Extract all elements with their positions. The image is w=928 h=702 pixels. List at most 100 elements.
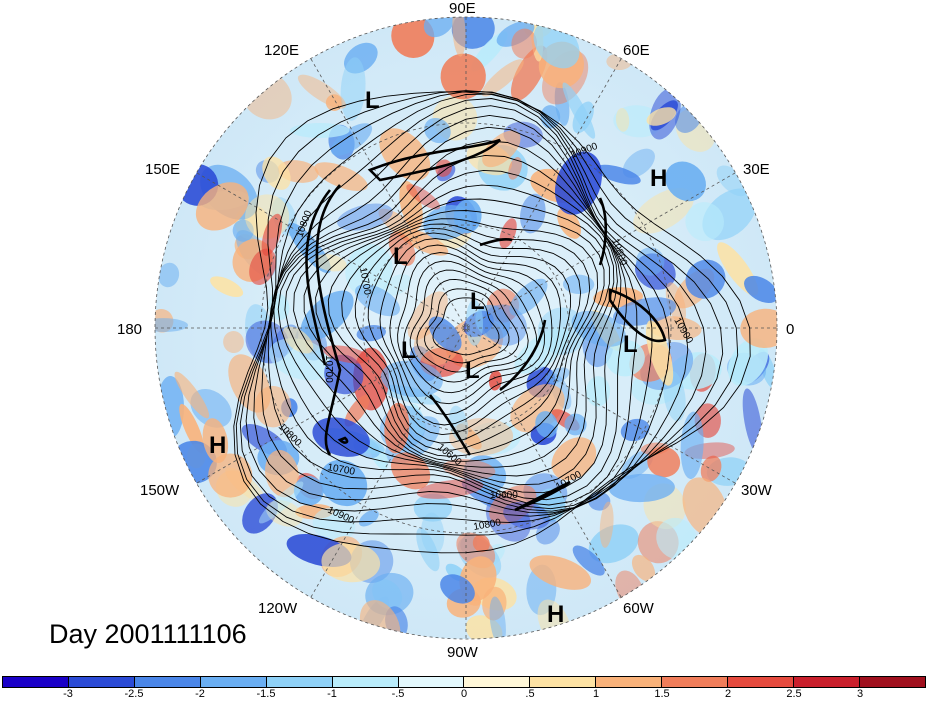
lon-label-150w: 150W bbox=[140, 482, 180, 499]
contour-label: 10600 bbox=[490, 490, 518, 501]
height-contour bbox=[409, 269, 529, 383]
colorbar-bin bbox=[794, 677, 860, 687]
anomaly-blob bbox=[282, 326, 314, 354]
anomaly-blob bbox=[269, 338, 333, 381]
anomaly-blob bbox=[293, 475, 324, 506]
anomaly-blob bbox=[174, 371, 210, 419]
height-contour bbox=[432, 297, 500, 356]
anomaly-blob bbox=[330, 123, 373, 156]
anomaly-blob bbox=[355, 284, 400, 317]
anomaly-blob bbox=[245, 304, 276, 363]
colorbar-tick-label: 1 bbox=[592, 688, 600, 700]
anomaly-blob bbox=[475, 304, 511, 340]
low-center: L bbox=[465, 357, 480, 384]
anomaly-blob bbox=[390, 452, 431, 490]
anomaly-blob bbox=[321, 542, 381, 583]
colorbar-tick-label: -3 bbox=[63, 688, 73, 700]
anomaly-blob bbox=[210, 276, 244, 298]
low-center: L bbox=[365, 87, 380, 114]
colorbar-tick-label: 0 bbox=[460, 688, 468, 700]
anomaly-blob bbox=[586, 376, 611, 407]
colorbar-tick-label: -2 bbox=[195, 688, 205, 700]
height-contour bbox=[284, 169, 618, 486]
height-contour bbox=[303, 198, 610, 468]
low-center: L bbox=[393, 243, 408, 270]
anomaly-blob bbox=[615, 107, 630, 132]
anomaly-blob bbox=[312, 507, 356, 542]
anomaly-blob bbox=[488, 370, 502, 391]
low-center: L bbox=[470, 288, 485, 315]
colorbar-bin bbox=[596, 677, 663, 687]
anomaly-blob bbox=[179, 403, 205, 454]
height-contour bbox=[233, 91, 751, 554]
anomaly-blob bbox=[453, 199, 482, 234]
anomaly-blob bbox=[588, 524, 639, 564]
anomaly-blob bbox=[391, 17, 435, 58]
anomaly-blob bbox=[620, 418, 650, 442]
colorbar-bin bbox=[662, 677, 729, 687]
anomaly-blob bbox=[680, 411, 704, 479]
anomaly-blob bbox=[716, 165, 749, 197]
anomaly-blob bbox=[258, 481, 304, 524]
height-contour bbox=[389, 244, 553, 416]
anomaly-blob bbox=[489, 596, 506, 639]
anomaly-blob bbox=[700, 455, 722, 482]
colorbar-bin bbox=[530, 677, 597, 687]
height-contour bbox=[354, 227, 582, 444]
colorbar-bin bbox=[200, 677, 267, 687]
height-contour bbox=[315, 210, 605, 462]
anomaly-blob bbox=[324, 354, 364, 395]
anomaly-blob bbox=[633, 188, 694, 234]
high-center: H bbox=[650, 165, 667, 192]
lon-label-30w: 30W bbox=[741, 482, 773, 499]
anomaly-blob bbox=[297, 74, 347, 109]
anomaly-blob bbox=[406, 184, 441, 210]
colorbar-bin bbox=[3, 677, 69, 687]
anomaly-blob bbox=[535, 519, 560, 545]
height-contour bbox=[273, 140, 628, 501]
anomaly-blob bbox=[398, 228, 449, 256]
colorbar-tick-label: 2.5 bbox=[786, 688, 802, 700]
colorbar-tick-label: 2 bbox=[724, 688, 732, 700]
lon-label-90e: 90E bbox=[449, 0, 476, 17]
colorbar-bin bbox=[464, 677, 531, 687]
contour-label: 10800 bbox=[473, 517, 503, 533]
anomaly-blob bbox=[622, 148, 655, 178]
anomaly-blob bbox=[416, 528, 440, 572]
anomaly-blob bbox=[572, 545, 605, 576]
anomaly-blob bbox=[319, 459, 368, 507]
height-contour bbox=[270, 126, 638, 506]
anomaly-blob bbox=[509, 278, 548, 316]
anomaly-blob bbox=[482, 130, 521, 168]
day-label: Day 2001111106 bbox=[49, 619, 247, 649]
anomaly-blob bbox=[540, 105, 561, 129]
anomaly-blob bbox=[440, 53, 486, 100]
colorbar-tick-label: 1.5 bbox=[654, 688, 670, 700]
lon-label-150e: 150E bbox=[145, 161, 180, 178]
anomaly-blob bbox=[314, 254, 347, 272]
anomaly-blob bbox=[202, 418, 229, 463]
colorbar-bin bbox=[68, 677, 135, 687]
height-contour bbox=[327, 218, 599, 457]
anomaly-blob bbox=[195, 182, 249, 231]
colorbar bbox=[2, 676, 926, 688]
anomaly-blob bbox=[608, 473, 675, 503]
colorbar-tick-label: .5 bbox=[525, 688, 535, 700]
height-contour bbox=[367, 232, 571, 436]
lon-label-120e: 120E bbox=[264, 42, 299, 59]
anomaly-blob bbox=[407, 291, 448, 341]
anomaly-blob bbox=[551, 437, 597, 481]
anomaly-blob bbox=[631, 554, 656, 582]
anomaly-blob bbox=[499, 218, 517, 249]
contour-label: 10700 bbox=[323, 355, 334, 383]
height-contours bbox=[233, 90, 751, 554]
anomaly-blob bbox=[481, 59, 524, 97]
anomaly-blob bbox=[358, 509, 379, 527]
height-contour bbox=[424, 288, 510, 364]
height-contour bbox=[379, 238, 562, 426]
anomaly-blob bbox=[423, 17, 456, 38]
anomaly-blob bbox=[254, 385, 292, 428]
jet-contours bbox=[305, 138, 667, 512]
low-center: L bbox=[401, 337, 416, 364]
